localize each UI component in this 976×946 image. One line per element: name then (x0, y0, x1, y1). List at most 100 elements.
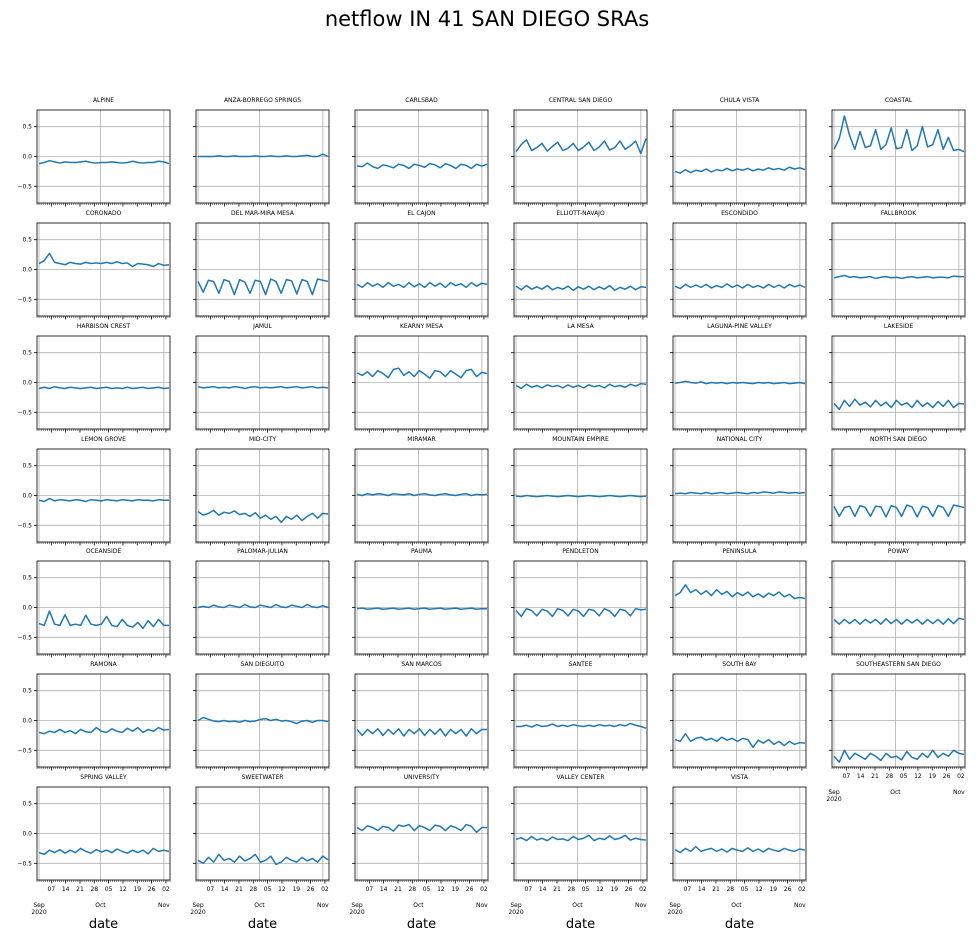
panel-oceanside-line (38, 610, 169, 630)
panel-vista-month-label-line: Sep (669, 902, 681, 909)
panel-lemon-grove-line (38, 497, 169, 503)
panel-southeastern-san-diego-xtick-label: 28 (885, 773, 893, 780)
panel-spring-valley-month-label-line: Nov (158, 902, 170, 909)
panel-el-cajon: EL CAJON (352, 210, 489, 320)
panel-coastal-line (833, 115, 965, 153)
panel-southeastern-san-diego-xtick-label: 19 (928, 773, 936, 780)
panel-santee-title: SANTEE (569, 661, 593, 668)
panel-valley-center-month-label-line: Nov (635, 902, 647, 909)
panel-kearny-mesa-line (356, 367, 488, 380)
panel-jamul: JAMUL (193, 323, 330, 433)
panel-oceanside-title: OCEANSIDE (86, 548, 121, 555)
panel-southeastern-san-diego-month-label-line: 2020 (826, 796, 841, 803)
panel-oceanside: OCEANSIDE 0.5 0.0 −0.5 (17, 548, 171, 658)
panel-spring-valley-month-label: Oct (95, 902, 106, 909)
panel-southeastern-san-diego-month-label-line: Oct (890, 789, 901, 796)
panel-harbison-crest-ytick-label: 0.0 (22, 380, 32, 387)
panel-coronado-title: CORONADO (86, 210, 122, 217)
panel-sweetwater-title: SWEETWATER (242, 774, 284, 781)
panel-ramona-ytick-label: −0.5 (17, 747, 32, 754)
panel-university-xtick-label: 07 (366, 886, 374, 893)
panel-san-marcos-title: SAN MARCOS (401, 661, 441, 668)
panel-central-san-diego-title: CENTRAL SAN DIEGO (549, 97, 613, 104)
panel-sweetwater-line (197, 853, 329, 866)
panel-valley-center: VALLEY CENTER 07 14 21 28 05 12 19 26 02 Sep 2020 Oc… (508, 774, 648, 932)
panel-university-xtick-label: 28 (408, 886, 416, 893)
panel-lemon-grove-ytick-label: 0.0 (22, 493, 32, 500)
panel-spring-valley-xtick-label: 28 (90, 886, 98, 893)
panel-palomar-julian-line (197, 603, 329, 609)
panel-spring-valley-xtick-label: 26 (148, 886, 156, 893)
panel-escondido-line (674, 283, 806, 290)
panel-fallbrook-line (833, 274, 964, 280)
panel-ramona-ytick-label: 0.0 (22, 718, 32, 725)
panel-coronado-ytick-label: 0.5 (22, 237, 32, 244)
panel-sweetwater-xtick-label: 05 (264, 886, 272, 893)
panel-valley-center-xtick-label: 28 (567, 886, 575, 893)
panel-university-month-label-line: Nov (476, 902, 488, 909)
figure-title: netflow IN 41 SAN DIEGO SRAs (325, 7, 649, 31)
panel-carlsbad-title: CARLSBAD (405, 97, 438, 104)
panel-coronado-line (38, 252, 170, 268)
panel-pendleton: PENDLETON (511, 548, 648, 658)
panel-vista-xtick-label: 26 (784, 886, 792, 893)
panel-ramona-title: RAMONA (90, 661, 117, 668)
panel-laguna-pine-valley-title: LAGUNA-PINE VALLEY (707, 323, 772, 330)
panel-southeastern-san-diego-xtick-label: 02 (957, 773, 965, 780)
panel-university-xtick-label: 14 (380, 886, 388, 893)
panel-national-city-title: NATIONAL CITY (717, 436, 763, 443)
panel-oceanside-ytick-label: 0.5 (22, 575, 32, 582)
panel-ramona-line (38, 726, 170, 735)
panel-sweetwater-month-label-line: Sep (192, 902, 204, 909)
panel-sweetwater-month-label-line: 2020 (190, 909, 205, 916)
panel-spring-valley-xtick-label: 07 (48, 886, 56, 893)
panel-southeastern-san-diego-xtick-label: 05 (900, 773, 908, 780)
panel-vista-month-label-line: Oct (731, 902, 742, 909)
panel-southeastern-san-diego-month-label: Sep 2020 (826, 789, 841, 803)
panel-lakeside: LAKESIDE (829, 323, 966, 433)
panel-palomar-julian: PALOMAR-JULIAN (193, 548, 330, 658)
panel-coronado: CORONADO 0.5 0.0 −0.5 (17, 210, 171, 320)
panel-central-san-diego: CENTRAL SAN DIEGO (511, 97, 648, 207)
panel-palomar-julian-title: PALOMAR-JULIAN (237, 548, 288, 555)
panel-mid-city-line (197, 509, 329, 524)
panel-sweetwater-month-label: Nov (317, 902, 329, 909)
panel-harbison-crest: HARBISON CREST 0.5 0.0 −0.5 (17, 323, 171, 433)
panel-university-xlabel: date (407, 917, 436, 932)
panel-sweetwater-xtick-label: 12 (278, 886, 286, 893)
panel-miramar-line (356, 492, 488, 497)
panel-vista-line (674, 845, 806, 854)
panel-anza-borrego-springs: ANZA-BORREGO SPRINGS (193, 97, 330, 207)
panel-valley-center-month-label: Oct (572, 902, 583, 909)
panel-spring-valley-xlabel: date (89, 917, 118, 932)
panel-alpine-ytick-label: −0.5 (17, 183, 32, 190)
panel-vista-title: VISTA (731, 774, 749, 781)
panel-oceanside-ytick-label: −0.5 (17, 634, 32, 641)
panel-vista: VISTA 07 14 21 28 05 12 19 26 02 Sep 2020 Oct Nov date (667, 774, 807, 932)
panel-vista-xtick-label: 19 (769, 886, 777, 893)
panel-valley-center-xtick-label: 02 (639, 886, 647, 893)
panel-poway: POWAY (829, 548, 966, 658)
panel-vista-month-label: Sep 2020 (667, 902, 682, 916)
panel-sweetwater-xtick-label: 26 (307, 886, 315, 893)
panel-san-marcos-line (356, 728, 487, 737)
panel-north-san-diego-title: NORTH SAN DIEGO (870, 436, 927, 443)
panel-southeastern-san-diego-xtick-label: 26 (943, 773, 951, 780)
panel-southeastern-san-diego-month-label: Nov (953, 789, 965, 796)
panel-carlsbad-line (356, 162, 488, 170)
panel-peninsula: PENINSULA (670, 548, 807, 658)
panel-coronado-ytick-label: −0.5 (17, 296, 32, 303)
panel-lemon-grove-ytick-label: 0.5 (22, 463, 32, 470)
panel-vista-month-label-line: Nov (794, 902, 806, 909)
panel-university-xtick-label: 19 (451, 886, 459, 893)
panel-pendleton-title: PENDLETON (562, 548, 599, 555)
panel-el-cajon-line (356, 281, 488, 289)
panel-vista-month-label: Oct (731, 902, 742, 909)
panel-alpine-ytick-label: 0.0 (22, 154, 32, 161)
panel-peninsula-title: PENINSULA (723, 548, 758, 555)
panel-sweetwater-xtick-label: 07 (207, 886, 215, 893)
panel-national-city-line (674, 491, 806, 495)
panel-sweetwater-month-label: Sep 2020 (190, 902, 205, 916)
panel-vista-month-label: Nov (794, 902, 806, 909)
panel-elliott-navajo: ELLIOTT-NAVAJO (511, 210, 648, 320)
